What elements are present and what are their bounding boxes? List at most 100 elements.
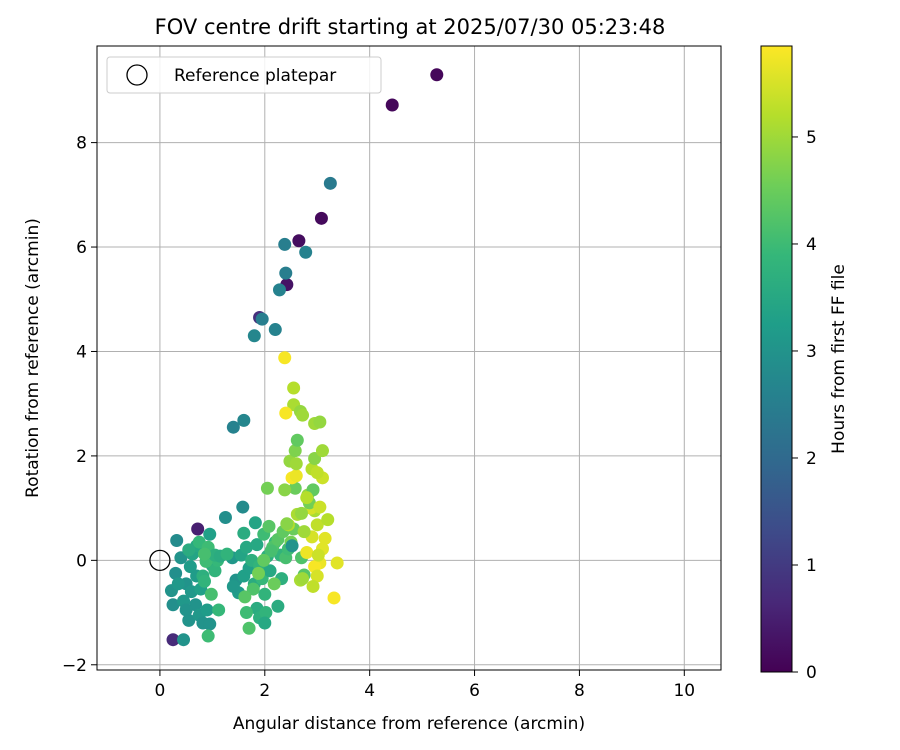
data-point xyxy=(314,211,328,225)
colorbar-tick-label: 0 xyxy=(806,663,817,683)
data-point xyxy=(258,616,272,630)
data-point xyxy=(267,577,281,591)
data-point xyxy=(311,548,325,562)
data-point xyxy=(313,415,327,429)
colorbar: 0 1 2 3 4 5 Hours from first FF file xyxy=(760,45,849,683)
colorbar-tick-label: 2 xyxy=(806,449,817,469)
data-point xyxy=(280,517,294,531)
data-point xyxy=(318,531,332,545)
data-point xyxy=(327,591,341,605)
data-point xyxy=(191,522,205,536)
data-point xyxy=(238,590,252,604)
data-point xyxy=(170,534,184,548)
data-point xyxy=(285,539,299,553)
data-point xyxy=(248,516,262,530)
data-point xyxy=(288,481,302,495)
data-point xyxy=(177,633,191,647)
data-point xyxy=(203,617,217,631)
y-tick-label: 2 xyxy=(76,447,87,467)
data-point xyxy=(313,500,327,514)
y-tick-label: −2 xyxy=(62,656,87,676)
data-point xyxy=(182,613,196,627)
data-point xyxy=(204,587,218,601)
data-point xyxy=(257,553,271,567)
data-point xyxy=(239,606,253,620)
colorbar-tick-label: 1 xyxy=(806,556,817,576)
y-tick-label: 8 xyxy=(76,134,87,154)
data-point xyxy=(258,587,272,601)
y-axis-label: Rotation from reference (arcmin) xyxy=(23,218,43,498)
data-point xyxy=(297,525,311,539)
data-point xyxy=(246,582,260,596)
data-point xyxy=(268,323,282,337)
data-point xyxy=(239,540,253,554)
colorbar-ticks: 0 1 2 3 4 5 xyxy=(792,128,817,683)
data-point xyxy=(247,329,261,343)
data-point xyxy=(306,579,320,593)
data-point xyxy=(290,433,304,447)
data-point xyxy=(279,406,293,420)
x-tick-label: 6 xyxy=(469,681,480,701)
plot-frame xyxy=(96,45,722,671)
data-point xyxy=(279,266,293,280)
data-point xyxy=(212,603,226,617)
legend: Reference platepar xyxy=(106,56,382,94)
data-point xyxy=(208,564,222,578)
data-point xyxy=(323,176,337,190)
data-point xyxy=(242,621,256,635)
data-point xyxy=(300,491,314,505)
data-point xyxy=(200,603,214,617)
data-point xyxy=(289,469,303,483)
data-point xyxy=(203,527,217,541)
data-point xyxy=(430,68,444,82)
data-point xyxy=(259,606,273,620)
data-point xyxy=(255,312,269,326)
reference-platepar-marker xyxy=(149,549,171,571)
data-point xyxy=(226,420,240,434)
data-point xyxy=(201,629,215,643)
y-tick-label: 4 xyxy=(76,342,87,362)
data-point xyxy=(292,234,306,248)
data-points xyxy=(164,68,444,647)
data-point xyxy=(166,633,180,647)
axis-ticks: 0 2 4 6 8 10 −2 0 2 4 6 8 xyxy=(62,134,695,701)
data-point xyxy=(252,566,266,580)
data-point xyxy=(179,603,193,617)
y-tick-label: 6 xyxy=(76,238,87,258)
data-point xyxy=(321,513,335,527)
data-point xyxy=(182,543,196,557)
colorbar-tick-label: 3 xyxy=(806,342,817,362)
chart-title: FOV centre drift starting at 2025/07/30 … xyxy=(155,15,666,39)
data-point xyxy=(220,547,234,561)
data-point xyxy=(271,599,285,613)
colorbar-gradient xyxy=(760,45,793,673)
data-point xyxy=(289,457,303,471)
data-point xyxy=(237,413,251,427)
colorbar-tick-label: 5 xyxy=(806,128,817,148)
data-point xyxy=(330,556,344,570)
legend-reference-marker xyxy=(126,64,148,86)
data-point xyxy=(263,564,277,578)
data-point xyxy=(226,579,240,593)
x-tick-label: 0 xyxy=(155,681,166,701)
data-point xyxy=(260,481,274,495)
x-tick-label: 8 xyxy=(574,681,585,701)
data-point xyxy=(278,351,292,365)
data-point xyxy=(236,500,250,514)
data-point xyxy=(288,444,302,458)
data-point xyxy=(278,237,292,251)
data-point xyxy=(296,408,310,422)
data-point xyxy=(287,381,301,395)
data-point xyxy=(169,566,183,580)
legend-box xyxy=(106,56,382,94)
data-point xyxy=(299,245,313,259)
y-tick-label: 0 xyxy=(76,551,87,571)
data-point xyxy=(174,551,188,565)
grid xyxy=(97,46,721,670)
legend-label: Reference platepar xyxy=(174,66,336,86)
x-axis-label: Angular distance from reference (arcmin) xyxy=(233,714,585,734)
data-point xyxy=(262,519,276,533)
x-tick-label: 4 xyxy=(364,681,375,701)
data-point xyxy=(250,538,264,552)
